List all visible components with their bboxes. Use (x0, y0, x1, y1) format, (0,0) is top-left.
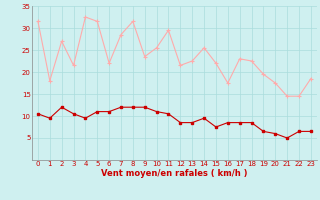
X-axis label: Vent moyen/en rafales ( km/h ): Vent moyen/en rafales ( km/h ) (101, 169, 248, 178)
